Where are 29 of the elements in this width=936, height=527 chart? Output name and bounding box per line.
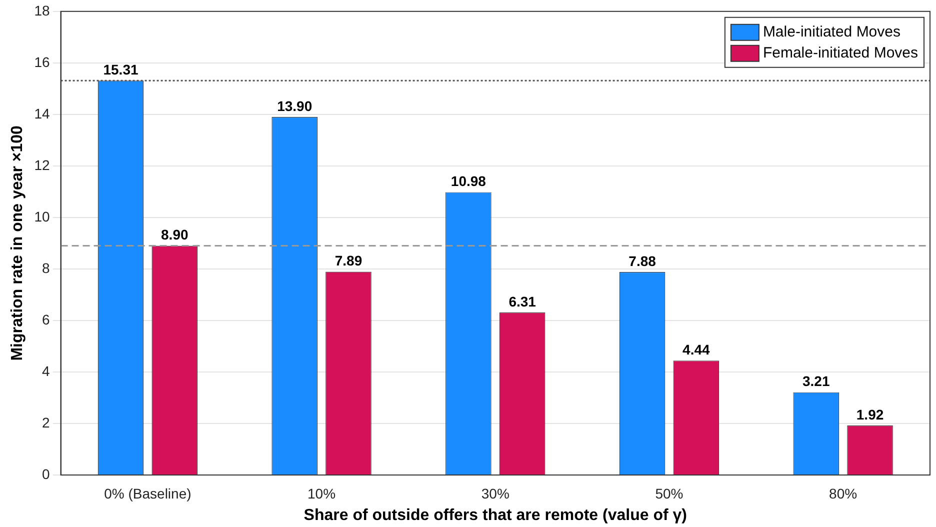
- y-tick-label: 8: [42, 260, 50, 276]
- y-tick-label: 6: [42, 311, 50, 328]
- data-label: 6.31: [508, 293, 536, 310]
- x-axis-title: Share of outside offers that are remote (value of γ): [304, 506, 687, 524]
- data-label: 15.31: [103, 62, 138, 78]
- y-axis-title: Migration rate in one year ×100: [9, 126, 26, 361]
- y-tick-label: 14: [34, 105, 50, 122]
- legend-label: Female-initiated Moves: [762, 44, 918, 62]
- legend-label: Male-initiated Moves: [762, 24, 900, 41]
- x-tick-label: 10%: [308, 485, 336, 502]
- y-tick-label: 12: [34, 156, 50, 173]
- y-tick-label: 18: [34, 2, 50, 18]
- y-tick-label: 10: [34, 208, 50, 224]
- x-tick-label: 80%: [829, 485, 858, 502]
- y-tick-label: 0: [42, 466, 50, 482]
- data-label: 8.90: [161, 226, 188, 243]
- x-tick-label: 50%: [655, 485, 684, 502]
- y-tick-label: 2: [42, 414, 50, 430]
- data-label: 1.92: [856, 406, 884, 422]
- data-label: 7.89: [334, 252, 362, 269]
- y-tick-label: 4: [42, 362, 50, 379]
- data-label: 13.90: [277, 98, 312, 114]
- data-label: 10.98: [450, 173, 486, 190]
- x-tick-label: 0% (Baseline): [104, 485, 192, 502]
- data-label: 4.44: [682, 342, 710, 358]
- x-tick-label: 30%: [481, 485, 510, 502]
- data-label: 3.21: [802, 373, 830, 390]
- data-label: 7.88: [628, 252, 656, 269]
- y-tick-label: 16: [34, 54, 50, 70]
